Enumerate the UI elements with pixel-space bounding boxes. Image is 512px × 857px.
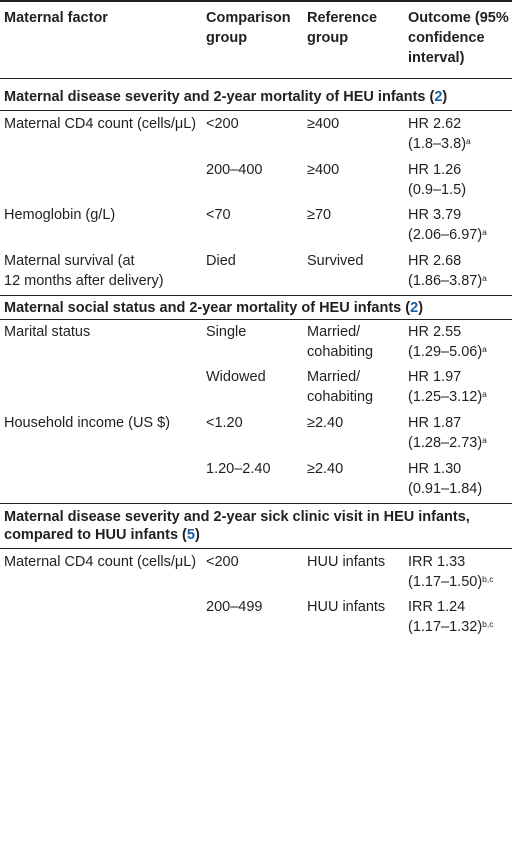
section-title-text: Maternal disease severity and 2-year mor… <box>4 89 435 105</box>
ci-value: (1.25–3.12) <box>408 389 483 405</box>
reference-cell: ≥70 <box>307 207 332 223</box>
ci-cell: (2.06–6.97)a <box>408 225 487 245</box>
ci-cell: (1.25–3.12)a <box>408 387 487 407</box>
factor-cell: Maternal survival (at <box>4 253 135 269</box>
reference-link[interactable]: 5 <box>186 527 195 543</box>
reference-cell: ≥400 <box>307 162 340 178</box>
reference-cell: Married/ <box>307 324 361 340</box>
section-title: Maternal disease severity and 2-year sic… <box>4 509 470 525</box>
comparison-cell: Widowed <box>206 369 266 385</box>
footnote-marker: a <box>466 136 471 146</box>
factor-cell-line2: 12 months after delivery) <box>4 273 164 289</box>
footnote-marker: a <box>482 273 487 283</box>
header-maternal-factor: Maternal factor <box>4 10 108 26</box>
reference-cell: ≥2.40 <box>307 461 344 477</box>
ci-value: (2.06–6.97) <box>408 227 483 243</box>
reference-cell: Married/ <box>307 369 361 385</box>
reference-cell: ≥2.40 <box>307 415 344 431</box>
factor-cell: Maternal CD4 count (cells/μL) <box>4 116 197 132</box>
ci-cell: (1.28–2.73)a <box>408 433 487 453</box>
factor-cell: Hemoglobin (g/L) <box>4 207 116 223</box>
section-title-text: Maternal social status and 2-year mortal… <box>4 300 411 316</box>
outcome-cell: IRR 1.33 <box>408 554 466 570</box>
footnote-marker: b,c <box>482 574 494 584</box>
section-rule <box>0 503 512 504</box>
ci-value: (1.28–2.73) <box>408 435 483 451</box>
ci-cell: (0.91–1.84) <box>408 481 483 497</box>
comparison-cell: Died <box>206 253 236 269</box>
ci-cell: (1.17–1.50)b,c <box>408 572 494 592</box>
factor-cell: Maternal CD4 count (cells/μL) <box>4 554 197 570</box>
reference-cell-line2: cohabiting <box>307 344 374 360</box>
table-top-rule <box>0 0 512 2</box>
header-comparison-group-2: group <box>206 30 248 46</box>
comparison-cell: 200–499 <box>206 599 263 615</box>
reference-cell: HUU infants <box>307 554 386 570</box>
section-title: Maternal disease severity and 2-year mor… <box>4 87 447 107</box>
section-title-end: ) <box>442 89 448 105</box>
header-comparison-group-1: Comparison <box>206 10 291 26</box>
header-outcome-1: Outcome (95% <box>408 10 509 26</box>
reference-link[interactable]: 2 <box>410 300 419 316</box>
outcome-cell: HR 3.79 <box>408 207 462 223</box>
header-outcome-3: interval) <box>408 50 465 66</box>
footnote-marker: a <box>482 435 487 445</box>
outcome-cell: HR 2.55 <box>408 324 462 340</box>
ci-value: (1.8–3.8) <box>408 136 467 152</box>
section-rule <box>0 319 512 320</box>
outcome-cell: HR 1.97 <box>408 369 462 385</box>
ci-cell: (1.29–5.06)a <box>408 342 487 362</box>
comparison-cell: Single <box>206 324 247 340</box>
outcome-cell: IRR 1.24 <box>408 599 466 615</box>
outcome-cell: HR 1.30 <box>408 461 462 477</box>
reference-cell: HUU infants <box>307 599 386 615</box>
ci-value: (1.86–3.87) <box>408 273 483 289</box>
section-title: Maternal social status and 2-year mortal… <box>4 298 423 318</box>
section-rule <box>0 295 512 296</box>
header-reference-group-2: group <box>307 30 349 46</box>
ci-cell: (1.8–3.8)a <box>408 134 471 154</box>
section-title-end: ) <box>418 300 424 316</box>
comparison-cell: <200 <box>206 116 239 132</box>
header-rule <box>0 78 512 79</box>
section-title-end: ) <box>194 527 200 543</box>
ci-cell: (1.86–3.87)a <box>408 271 487 291</box>
footnote-marker: b,c <box>482 619 494 629</box>
ci-value: (1.29–5.06) <box>408 344 483 360</box>
footnote-marker: a <box>482 227 487 237</box>
reference-cell-line2: cohabiting <box>307 389 374 405</box>
section-title-line2: compared to HUU infants (5) <box>4 525 200 545</box>
comparison-cell: <70 <box>206 207 231 223</box>
reference-link[interactable]: 2 <box>434 89 443 105</box>
comparison-cell: <200 <box>206 554 239 570</box>
ci-value: (1.17–1.50) <box>408 574 483 590</box>
section-rule <box>0 548 512 549</box>
section-title-text: compared to HUU infants ( <box>4 527 187 543</box>
factor-cell: Household income (US $) <box>4 415 171 431</box>
section-rule <box>0 110 512 111</box>
reference-cell: ≥400 <box>307 116 340 132</box>
outcome-cell: HR 2.68 <box>408 253 462 269</box>
ci-cell: (0.9–1.5) <box>408 182 467 198</box>
reference-cell: Survived <box>307 253 364 269</box>
outcome-cell: HR 2.62 <box>408 116 462 132</box>
outcome-cell: HR 1.26 <box>408 162 462 178</box>
outcome-cell: HR 1.87 <box>408 415 462 431</box>
comparison-cell: 1.20–2.40 <box>206 461 271 477</box>
footnote-marker: a <box>482 344 487 354</box>
ci-cell: (1.17–1.32)b,c <box>408 617 494 637</box>
header-reference-group-1: Reference <box>307 10 378 26</box>
comparison-cell: <1.20 <box>206 415 243 431</box>
header-outcome-2: confidence <box>408 30 485 46</box>
ci-value: (1.17–1.32) <box>408 619 483 635</box>
comparison-cell: 200–400 <box>206 162 263 178</box>
factor-cell: Marital status <box>4 324 91 340</box>
footnote-marker: a <box>482 389 487 399</box>
